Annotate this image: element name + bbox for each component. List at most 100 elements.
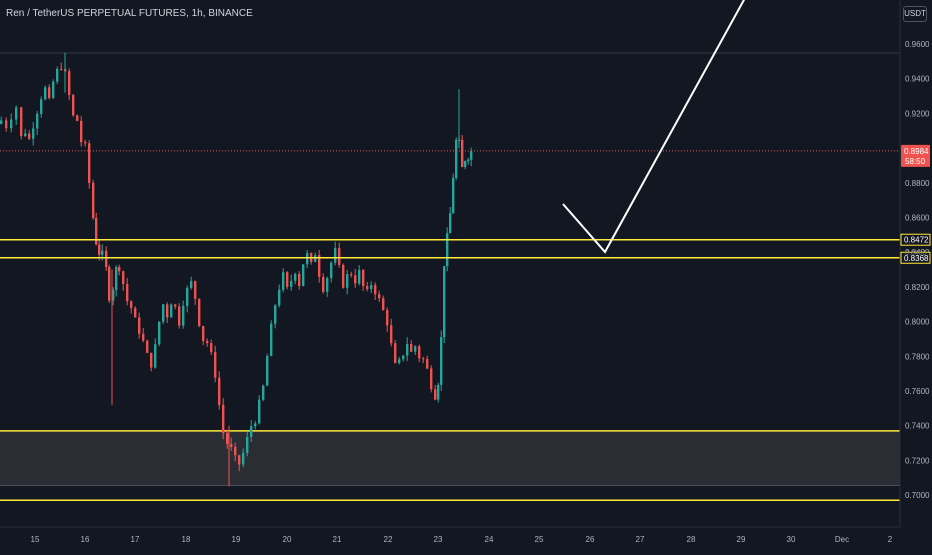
time-tick-label: 29: [737, 535, 746, 544]
candle-body: [105, 250, 108, 267]
candle-body: [95, 218, 98, 245]
candle-body: [443, 266, 446, 338]
currency-badge[interactable]: USDT: [903, 6, 927, 22]
price-tick-label: 0.7000: [905, 491, 930, 500]
candle-body: [142, 333, 145, 341]
candle-body: [210, 343, 213, 353]
level-price-value: 0.8368: [904, 254, 929, 263]
candle-body: [52, 81, 55, 98]
candle-body: [258, 399, 261, 424]
candle-body: [318, 255, 321, 277]
candle-body: [334, 248, 337, 263]
candle-body: [88, 143, 91, 183]
candle-body: [206, 340, 209, 344]
candle-body: [56, 68, 59, 82]
candle-body: [390, 325, 393, 344]
candle-body: [186, 287, 189, 306]
candle-body: [374, 285, 377, 295]
candle-body: [122, 271, 125, 285]
candle-body: [306, 253, 309, 265]
candle-body: [452, 177, 455, 214]
candle-body: [226, 433, 229, 444]
candle-body: [158, 321, 161, 345]
candle-body: [76, 115, 79, 121]
candle-body: [358, 269, 361, 284]
candle-body: [467, 159, 470, 162]
candle-body: [246, 436, 249, 453]
time-tick-label: 22: [384, 535, 393, 544]
candle-body: [437, 384, 440, 400]
candle-body: [464, 161, 467, 168]
candle-body: [354, 275, 357, 284]
candle-body: [366, 286, 369, 290]
bar-countdown: 58:50: [905, 157, 926, 166]
candle-body: [370, 285, 373, 290]
candle-body: [98, 244, 101, 255]
price-axis[interactable]: 0.96000.94000.92000.90000.88000.86000.84…: [899, 0, 932, 550]
time-tick-label: 16: [81, 535, 90, 544]
candle-body: [386, 310, 389, 326]
candle-body: [378, 294, 381, 299]
symbol-name: Ren / TetherUS PERPETUAL FUTURES: [6, 8, 187, 19]
candle-body: [294, 273, 297, 281]
candle-body: [274, 305, 277, 324]
candle-body: [238, 455, 241, 465]
candle-body: [5, 120, 8, 129]
candle-body: [382, 298, 385, 311]
candle-body: [230, 443, 233, 447]
interval-label: 1h: [191, 8, 203, 19]
symbol-legend: Ren / TetherUS PERPETUAL FUTURES, 1h, BI…: [6, 8, 253, 19]
candle-body: [72, 94, 75, 116]
horizontal-levels[interactable]: [0, 150, 900, 259]
candle-body: [202, 325, 205, 341]
candle-body: [418, 346, 421, 359]
level-price-tag[interactable]: 0.8368: [900, 251, 931, 264]
time-tick-label: 20: [283, 535, 292, 544]
candle-body: [214, 352, 217, 378]
candle-body: [326, 278, 329, 292]
candle-body: [15, 107, 18, 120]
price-tick-label: 0.7800: [905, 352, 930, 361]
projection-line[interactable]: [562, 0, 746, 254]
candle-body: [162, 304, 165, 322]
candle-body: [190, 281, 193, 288]
candles: [0, 52, 473, 487]
candle-body: [342, 264, 345, 288]
candle-body: [44, 87, 47, 100]
support-zone-fill: [0, 430, 900, 486]
time-tick-label: 26: [586, 535, 595, 544]
current-price-value: 0.8984: [904, 147, 929, 156]
candle-body: [461, 139, 464, 168]
candle-body: [48, 87, 51, 98]
candle-body: [118, 267, 121, 272]
candle-body: [330, 262, 333, 279]
candle-body: [20, 107, 23, 137]
candle-body: [10, 119, 13, 129]
time-tick-label: 30: [787, 535, 796, 544]
candle-body: [266, 356, 269, 386]
time-tick-label: 25: [535, 535, 544, 544]
candle-body: [422, 358, 425, 360]
candle-body: [112, 289, 115, 301]
candle-body: [234, 446, 237, 456]
candle-body: [298, 273, 301, 287]
candle-body: [194, 281, 197, 299]
candle-body: [138, 317, 141, 334]
candle-body: [434, 389, 437, 400]
time-axis[interactable]: 15 16 17 18 19 20 21 22 23 24 25 26 27 28 29 30 Dec 2: [0, 526, 900, 544]
candle-body: [182, 305, 185, 326]
candle-body: [198, 298, 201, 326]
candle-body: [449, 213, 452, 234]
price-tick-label: 0.7600: [905, 387, 930, 396]
price-tick-label: 0.9200: [905, 109, 930, 118]
level-price-tag[interactable]: 0.8472: [900, 233, 931, 246]
projection-path[interactable]: [562, 0, 746, 254]
hidden-price-label: 0.8400: [905, 250, 927, 257]
time-tick-label: 15: [31, 535, 40, 544]
candle-body: [242, 452, 245, 465]
candle-body: [410, 344, 413, 352]
candle-body: [115, 267, 118, 290]
